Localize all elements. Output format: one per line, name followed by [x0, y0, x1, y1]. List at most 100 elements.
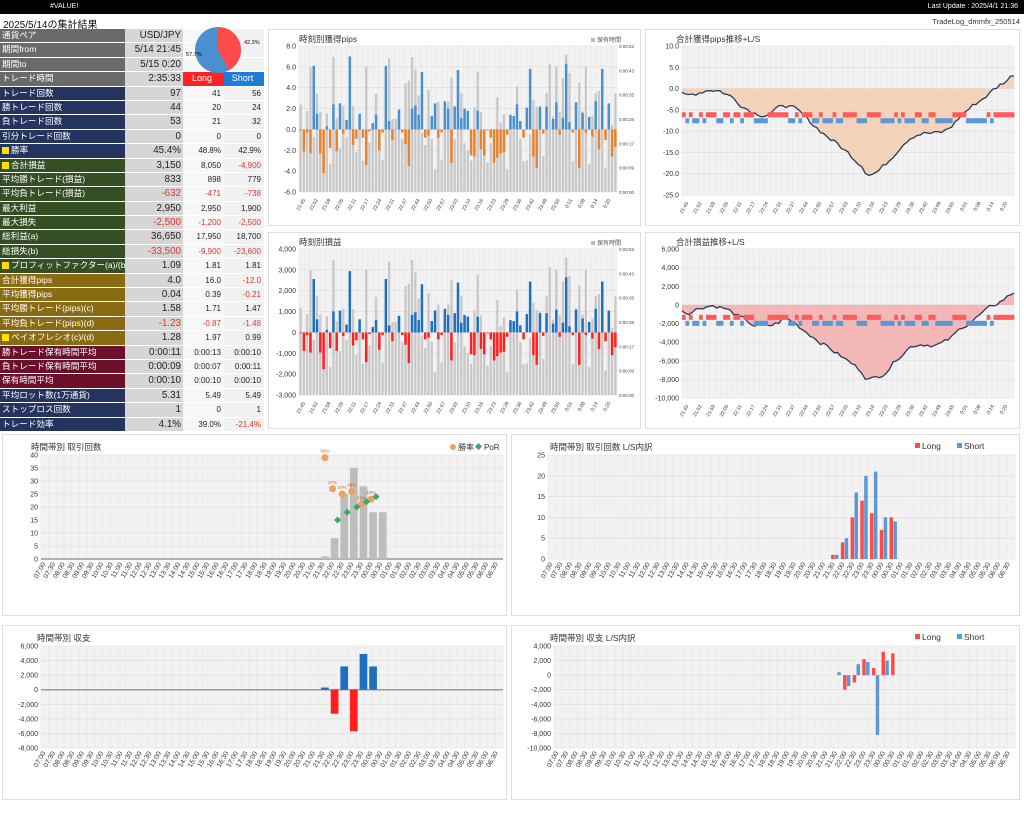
- long-position-band: [699, 112, 703, 118]
- pips-hold-bar: [315, 93, 319, 192]
- stats-value: -632: [125, 187, 183, 201]
- pnl-bar: [614, 332, 617, 348]
- y-tick-label: -2,000: [531, 687, 551, 694]
- y2-tick-label: 0:00:43: [619, 68, 635, 73]
- pnl-bar: [499, 332, 502, 353]
- pnl-bar: [410, 314, 414, 333]
- long-position-band: [853, 112, 857, 118]
- long-position-band: [955, 314, 960, 320]
- count-bar: [349, 468, 358, 559]
- stats-label: 引分トレード回数: [0, 129, 125, 144]
- pnl-bar: [417, 320, 420, 333]
- pnl-bar: [541, 332, 545, 336]
- x-tick-label: 23:36: [905, 404, 917, 418]
- pnl-bar: [558, 332, 561, 337]
- short-position-band: [791, 118, 796, 124]
- x-tick-label: 23:49: [931, 201, 943, 215]
- long-pnl-bar: [843, 675, 847, 690]
- long-position-band: [794, 314, 799, 320]
- stats-label-text: プロフィットファクター(a)/(b): [11, 260, 125, 271]
- pnl-bar: [584, 332, 588, 336]
- pnl-hold-bar: [499, 325, 502, 395]
- short-position-band: [945, 118, 950, 124]
- short-position-band: [979, 118, 984, 124]
- stats-label: 保有時間平均: [0, 374, 125, 388]
- pips-bar: [571, 129, 574, 133]
- y-tick-label: 0.0: [669, 86, 679, 93]
- legend-short-swatch: [957, 443, 962, 448]
- short-position-band: [839, 320, 844, 326]
- y-tick-label: -4,000: [531, 702, 551, 709]
- long-position-band: [733, 112, 738, 118]
- y-tick-label: 15: [537, 494, 545, 501]
- short-position-band: [812, 118, 816, 124]
- stats-short: 1: [224, 403, 264, 417]
- short-position-band: [815, 320, 820, 326]
- x-tick-label: 22:31: [772, 201, 784, 215]
- pnl-bar: [349, 689, 358, 732]
- x-tick-label: 21:52: [308, 198, 320, 212]
- long-position-band: [709, 112, 714, 118]
- stats-label: 総利益(a): [0, 230, 125, 244]
- short-position-band: [972, 320, 977, 326]
- stats-label: 負トレード回数: [0, 115, 125, 129]
- count-bar: [359, 486, 368, 559]
- short-count-bar: [873, 471, 878, 559]
- stats-value: 1.28: [125, 331, 183, 345]
- y-tick-label: 25: [537, 453, 545, 460]
- pnl-hold-bar: [394, 321, 397, 395]
- stats-long: 0: [183, 403, 224, 417]
- pnl-cumulative-panel: 合計損益推移+L/S 6,000 4,000 2,000 0 -2,000 -4,000 -6…: [645, 232, 1020, 429]
- long-count-bar: [889, 517, 893, 559]
- short-count-bar: [864, 475, 868, 559]
- pnl-hold-bar: [512, 333, 515, 395]
- long-position-band: [849, 314, 854, 320]
- pips-bar: [410, 108, 414, 130]
- stats-long: 0:00:13: [183, 345, 224, 359]
- short-count-bar: [854, 492, 858, 559]
- short-position-band: [815, 118, 820, 124]
- pips-bar: [499, 129, 502, 154]
- pips-bar: [387, 121, 391, 130]
- stats-short: 24: [224, 100, 264, 115]
- long-position-band: [767, 314, 772, 320]
- pips-bar: [463, 108, 466, 130]
- short-position-band: [829, 118, 833, 124]
- pips-hold-bar: [561, 78, 565, 192]
- pips-bar: [335, 129, 338, 152]
- stats-value: 833: [125, 172, 183, 187]
- pnl-bar: [433, 310, 437, 333]
- legend-long-swatch: [915, 634, 920, 639]
- pips-hold-bar: [499, 122, 502, 192]
- y-tick-label: -6,000: [531, 716, 551, 723]
- short-position-band: [945, 320, 950, 326]
- long-position-band: [962, 112, 967, 118]
- long-position-band: [777, 112, 782, 118]
- stats-row: 勝トレード回数 44 20 24: [0, 100, 264, 116]
- pnl-hold-bar: [302, 344, 306, 395]
- pips-hold-bar: [424, 144, 427, 192]
- pie-long-label: 42.3%: [244, 40, 260, 46]
- short-position-band: [791, 320, 796, 326]
- y2-tick-label: 0:00:26: [619, 320, 635, 325]
- short-position-band: [925, 118, 929, 124]
- stats-value: -2,500: [125, 216, 183, 230]
- pips-hold-bar: [581, 111, 584, 192]
- long-position-band: [962, 314, 967, 320]
- long-position-band: [808, 112, 813, 118]
- short-pnl-bar: [866, 662, 870, 676]
- x-tick-label: 22:50: [423, 401, 435, 415]
- legend-long: Long: [922, 632, 941, 642]
- y-tick-label: 2,000: [20, 673, 38, 680]
- stats-label: 総損失(b): [0, 244, 125, 259]
- pips-hold-bar: [328, 164, 332, 192]
- short-position-band: [925, 320, 929, 326]
- stats-label-text: ストップロス回数: [2, 404, 71, 415]
- short-position-band: [753, 118, 758, 124]
- pips-hold-bar: [587, 164, 591, 192]
- pips-hold-bar: [479, 112, 483, 192]
- stats-label: 通貨ペア: [0, 29, 125, 43]
- stats-long: 1.81: [183, 259, 224, 273]
- pips-hold-bar: [368, 142, 371, 192]
- short-position-band: [890, 118, 895, 124]
